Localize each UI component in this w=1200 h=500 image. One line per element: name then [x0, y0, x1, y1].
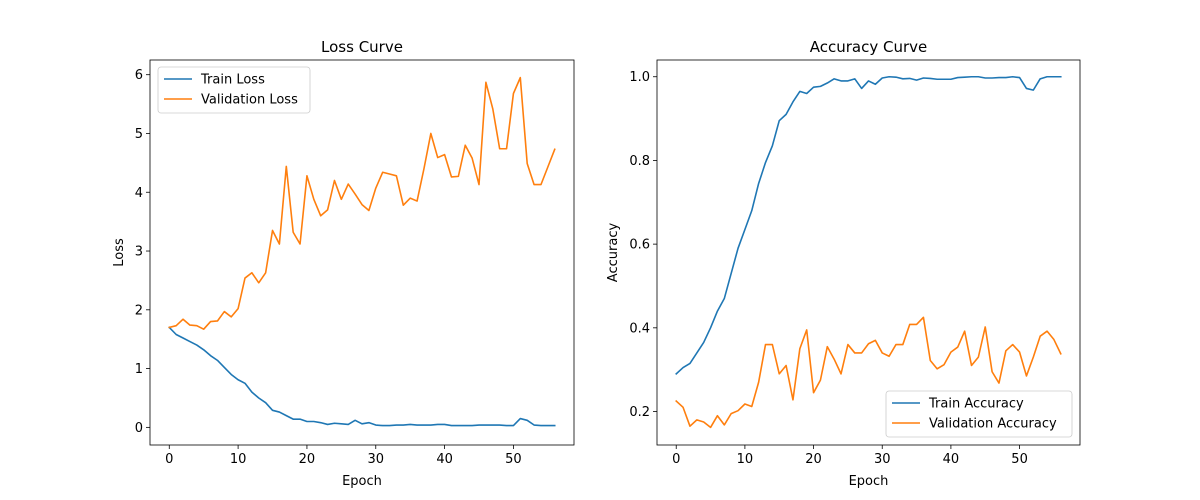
accuracy-y-tick-label: 0.2 — [629, 405, 650, 420]
loss-x-axis-label: Epoch — [342, 474, 382, 489]
loss-chart: Loss Curve 0 10 20 30 40 50 0 1 2 3 4 5 6 Epoch Loss… — [112, 38, 575, 489]
legend-label-validation-loss: Validation Loss — [201, 93, 298, 108]
legend-label-validation-accuracy: Validation Accuracy — [929, 417, 1057, 432]
loss-x-tick-label: 10 — [230, 452, 247, 467]
loss-y-tick-label: 6 — [135, 68, 143, 83]
accuracy-plot-area: 0 10 20 30 40 50 0.2 0.4 0.6 0.8 1.0 — [629, 59, 1081, 467]
loss-y-tick-label: 2 — [135, 303, 143, 318]
accuracy-x-tick-label: 0 — [672, 452, 680, 467]
accuracy-x-tick-label: 10 — [737, 452, 754, 467]
loss-x-tick-label: 50 — [505, 452, 522, 467]
loss-y-tick-label: 0 — [135, 421, 143, 436]
accuracy-y-tick-label: 0.8 — [629, 154, 650, 169]
accuracy-y-tick-label: 0.6 — [629, 238, 650, 253]
loss-x-tick-label: 20 — [299, 452, 316, 467]
accuracy-series-line-validation-accuracy — [675, 316, 1062, 429]
accuracy-chart-title: Accuracy Curve — [810, 38, 928, 56]
loss-y-tick-label: 3 — [135, 245, 143, 260]
accuracy-legend-box — [885, 390, 1073, 438]
accuracy-x-tick-label: 30 — [874, 452, 891, 467]
loss-y-tick-label: 4 — [135, 186, 143, 201]
loss-series-line-train-loss — [168, 326, 556, 427]
accuracy-y-tick-label: 1.0 — [629, 70, 650, 85]
loss-series-line-validation-loss — [168, 76, 556, 331]
loss-x-tick-label: 0 — [165, 452, 173, 467]
accuracy-y-tick-label: 0.4 — [629, 321, 650, 336]
accuracy-x-tick-label: 50 — [1011, 452, 1028, 467]
loss-x-tick-label: 30 — [367, 452, 384, 467]
loss-y-axis-label: Loss — [112, 238, 127, 267]
accuracy-legend: Train Accuracy Validation Accuracy — [885, 390, 1073, 438]
accuracy-x-tick-label: 20 — [805, 452, 822, 467]
accuracy-x-axis-label: Epoch — [849, 474, 889, 489]
accuracy-axes-frame — [656, 59, 1081, 446]
loss-y-tick-label: 1 — [135, 362, 143, 377]
loss-chart-title: Loss Curve — [321, 38, 403, 56]
loss-legend-box — [157, 66, 311, 114]
legend-label-train-accuracy: Train Accuracy — [928, 397, 1024, 412]
loss-x-tick-label: 40 — [436, 452, 453, 467]
loss-legend: Train Loss Validation Loss — [157, 66, 311, 114]
legend-label-train-loss: Train Loss — [200, 73, 265, 88]
accuracy-y-axis-label: Accuracy — [606, 223, 621, 283]
loss-axes-frame — [149, 59, 575, 446]
accuracy-chart: Accuracy Curve 0 10 20 30 40 50 0.2 0.4 0.6 0.8 1.… — [606, 38, 1081, 489]
accuracy-series-line-train-accuracy — [675, 75, 1062, 375]
accuracy-x-tick-label: 40 — [943, 452, 960, 467]
loss-plot-area: 0 10 20 30 40 50 0 1 2 3 4 5 6 — [135, 59, 575, 467]
loss-y-tick-label: 5 — [135, 127, 143, 142]
